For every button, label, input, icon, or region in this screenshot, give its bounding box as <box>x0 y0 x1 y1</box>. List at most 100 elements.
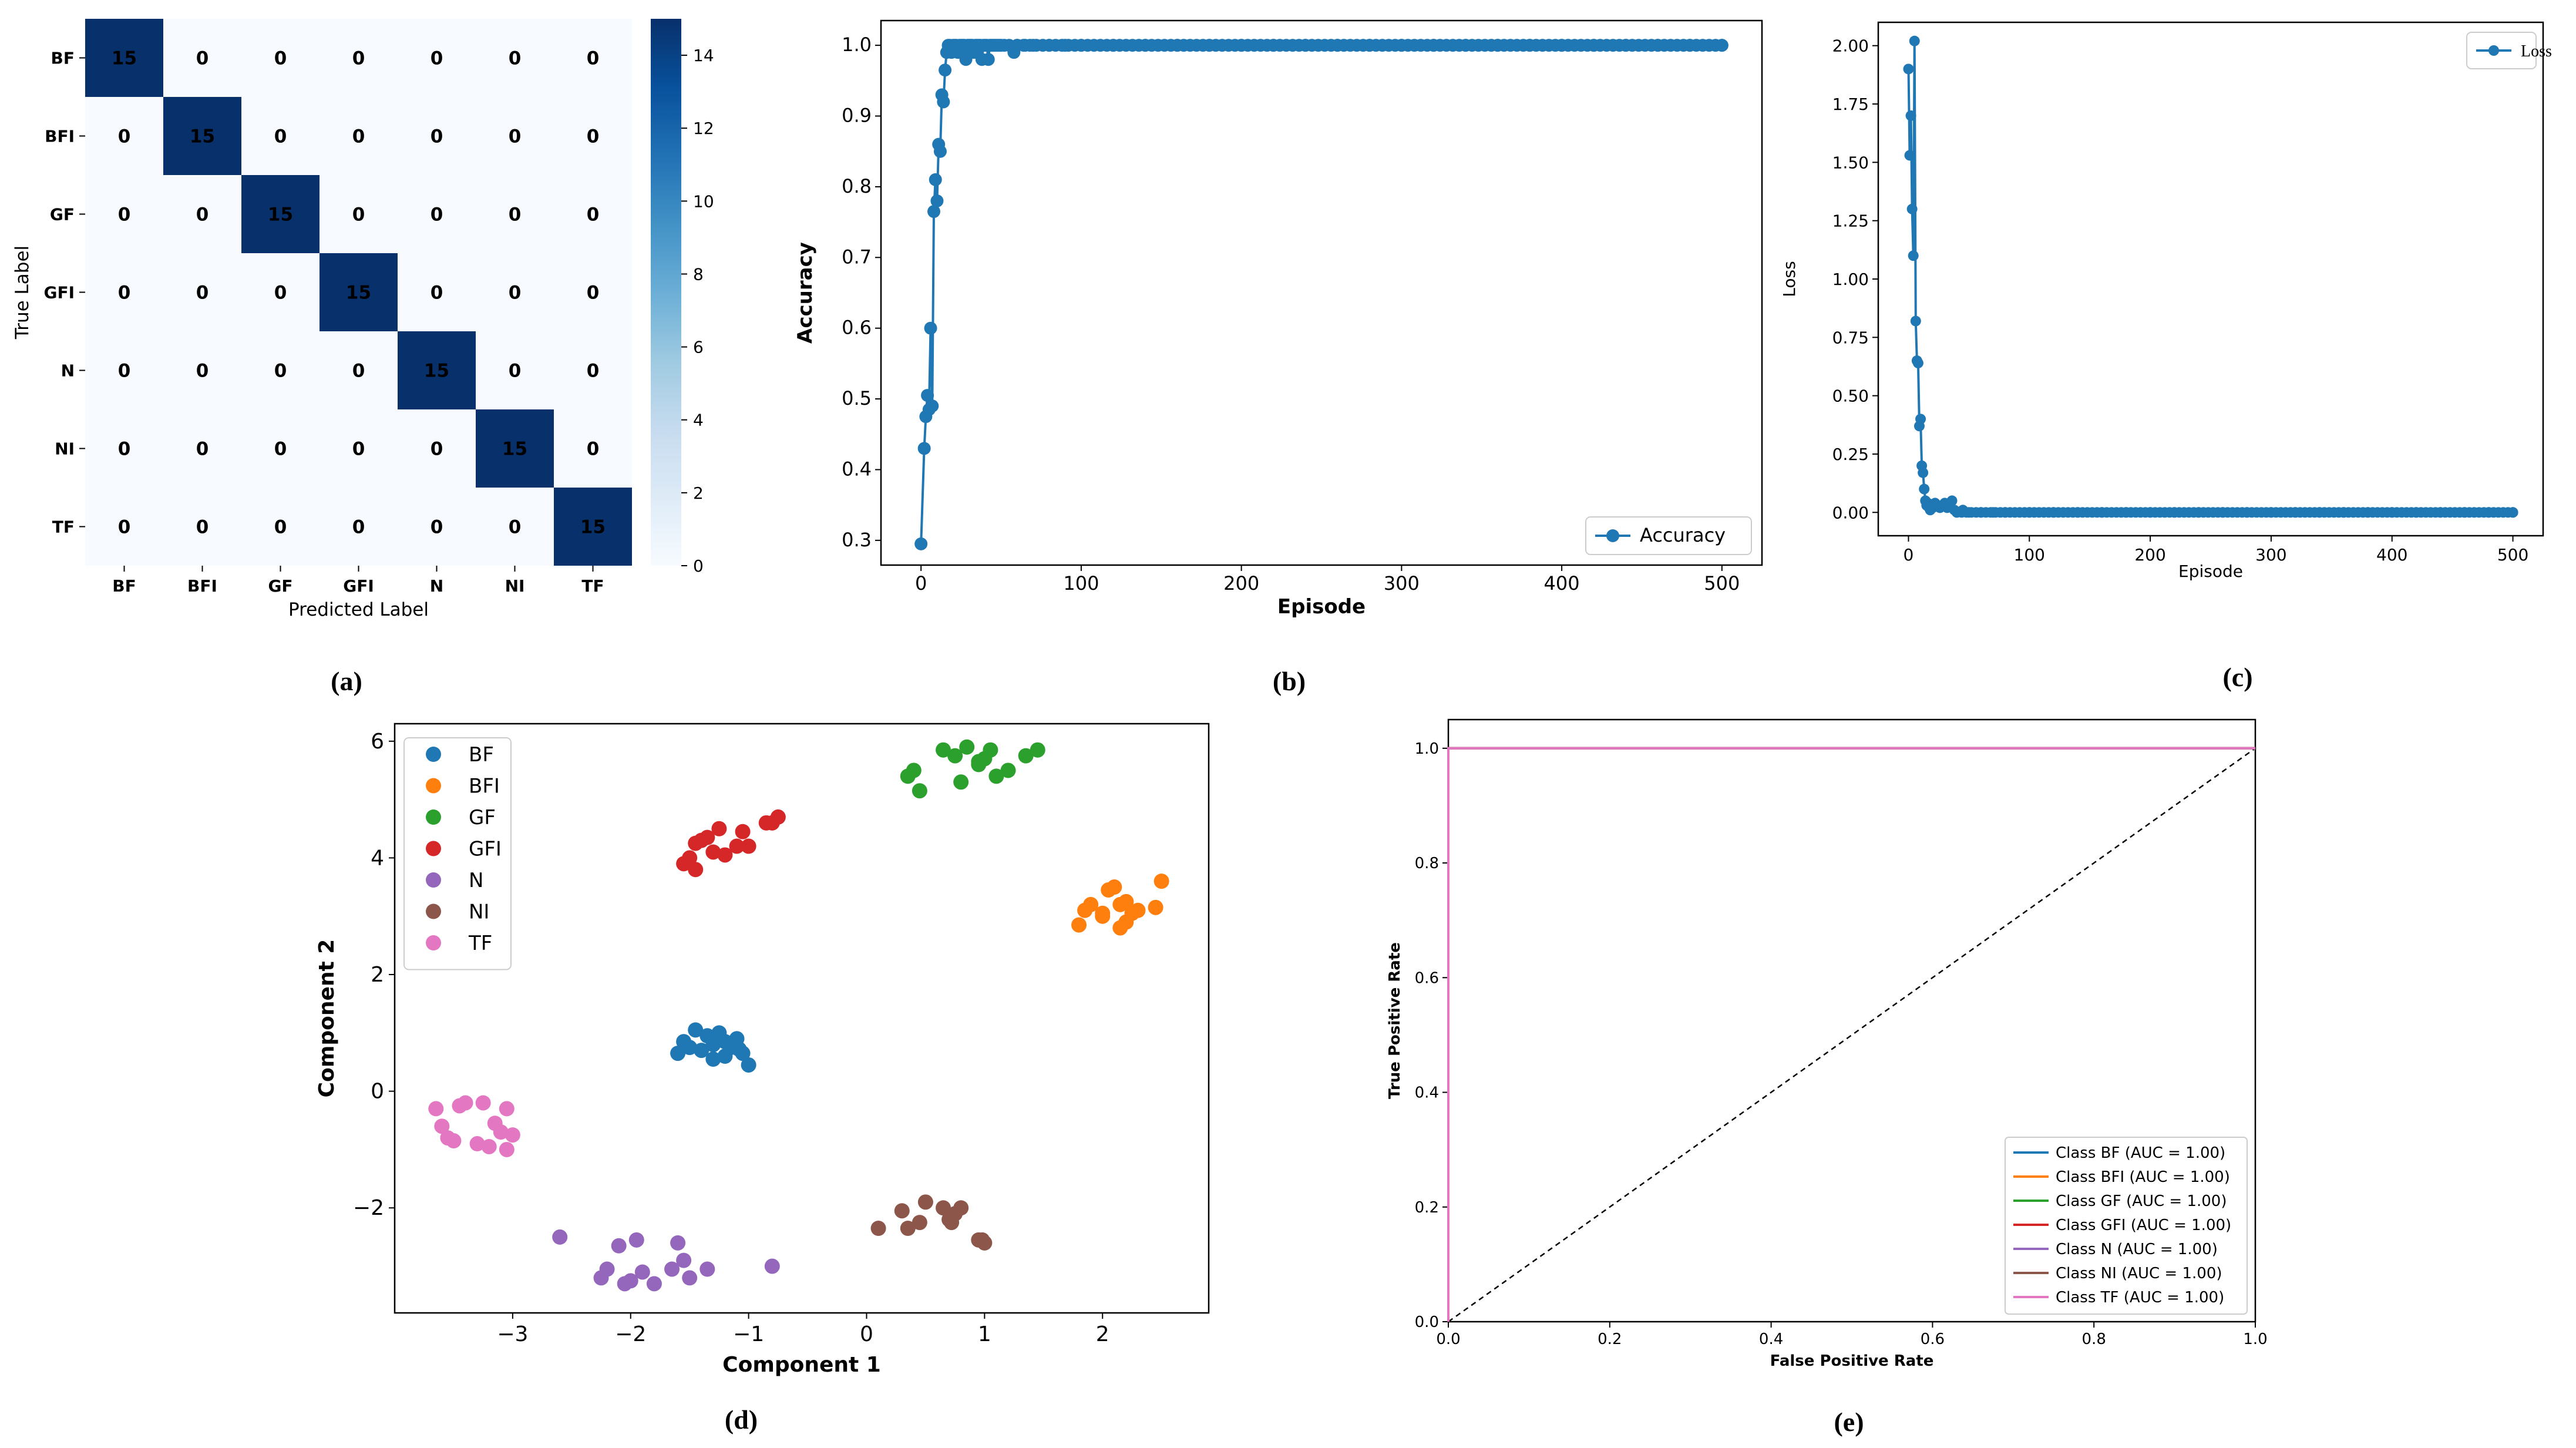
scatter-point <box>611 1238 627 1254</box>
x-tick-label: 200 <box>2134 545 2165 565</box>
y-tick-label: 0.3 <box>842 529 872 551</box>
y-axis-label: Accuracy <box>793 242 817 344</box>
x-tick-label: 300 <box>2255 545 2286 565</box>
cell-value-label: 0 <box>509 517 522 538</box>
scatter-point <box>944 1215 960 1231</box>
cell-value-label: 15 <box>268 204 293 226</box>
y-axis-label: True Label <box>12 246 33 340</box>
heatmap-cell <box>476 331 554 409</box>
y-tick-label: GFI <box>43 283 75 303</box>
y-tick-label: 0.5 <box>842 387 872 409</box>
y-tick-label: 2 <box>371 963 384 987</box>
y-tick-label: 0.8 <box>1415 855 1439 872</box>
legend-box <box>1585 516 1752 555</box>
heatmap-cell <box>163 331 241 409</box>
colorbar-tick-label: 12 <box>693 119 714 138</box>
scatter-point <box>705 1037 721 1053</box>
data-point <box>1908 250 1919 261</box>
heatmap-cell <box>241 19 320 97</box>
heatmap-cell <box>85 331 163 409</box>
scatter-point <box>623 1273 638 1289</box>
cell-value-label: 0 <box>196 204 209 226</box>
scatter-point <box>700 829 715 845</box>
legend-label: GFI <box>469 838 502 861</box>
cell-value-label: 15 <box>502 439 527 460</box>
x-tick-label: 1 <box>978 1322 991 1346</box>
scatter-point <box>694 1043 709 1059</box>
colorbar-tick-label: 14 <box>693 46 714 65</box>
scatter-point <box>1112 896 1128 912</box>
scatter-point <box>670 1046 686 1061</box>
x-axis-label: Episode <box>1277 595 1366 619</box>
cell-value-label: 0 <box>352 361 365 382</box>
data-point <box>1912 358 1923 369</box>
cell-value-label: 0 <box>587 48 600 69</box>
data-point <box>1904 150 1915 161</box>
heatmap-cell <box>476 488 554 566</box>
data-point <box>1915 414 1926 425</box>
cell-value-label: 15 <box>424 361 449 382</box>
scatter-point <box>552 1229 568 1245</box>
data-point <box>1903 63 1914 75</box>
scatter-point <box>912 1215 927 1231</box>
panel-label-c: (c) <box>2222 662 2252 692</box>
cell-value-label: 0 <box>274 517 287 538</box>
heatmap-cell <box>476 19 554 97</box>
scatter-point <box>481 1138 497 1154</box>
cell-value-label: 0 <box>352 126 365 147</box>
scatter-point <box>670 1235 686 1251</box>
heatmap-cell <box>85 253 163 331</box>
legend-label: Class BF (AUC = 1.00) <box>2056 1144 2225 1162</box>
heatmap-cell <box>320 19 398 97</box>
heatmap-cell <box>163 175 241 253</box>
y-tick-label: 1.25 <box>1832 211 1869 231</box>
cell-value-label: 0 <box>118 439 131 460</box>
scatter-point <box>988 768 1004 784</box>
legend-marker <box>2488 45 2499 56</box>
x-tick-label: −3 <box>497 1322 528 1346</box>
cell-value-label: 0 <box>196 283 209 304</box>
x-tick-label: 1.0 <box>2243 1331 2267 1348</box>
legend-marker <box>426 935 441 950</box>
scatter-point <box>682 1270 698 1286</box>
data-point <box>981 53 995 66</box>
y-tick-label: 0.0 <box>1415 1313 1439 1331</box>
cell-value-label: 0 <box>431 439 443 460</box>
scatter-point <box>717 847 733 863</box>
heatmap-cell <box>85 97 163 175</box>
scatter-point <box>764 1258 780 1274</box>
x-tick-label: 0.4 <box>1759 1331 1783 1348</box>
y-tick-label: 1.00 <box>1832 270 1869 289</box>
data-point <box>1909 35 1920 46</box>
y-axis-label: Component 2 <box>315 939 339 1098</box>
data-point <box>1905 110 1916 121</box>
y-tick-label: 0.6 <box>1415 969 1439 987</box>
x-axis-label: Predicted Label <box>288 599 429 620</box>
y-tick-label: 0.00 <box>1832 503 1869 522</box>
y-tick-label: 1.0 <box>1415 740 1439 758</box>
y-tick-label: 0.9 <box>842 105 872 127</box>
scatter-point <box>1083 896 1099 912</box>
x-tick-label: 500 <box>2497 545 2528 565</box>
cell-value-label: 0 <box>352 48 365 69</box>
legend-marker <box>426 747 441 762</box>
scatter-point <box>628 1232 644 1248</box>
cell-value-label: 0 <box>352 517 365 538</box>
plot-frame <box>880 19 1763 566</box>
scatter-point <box>959 739 975 755</box>
scatter-point <box>717 1034 733 1050</box>
x-tick-label: 400 <box>1544 572 1580 594</box>
heatmap-cell <box>241 175 320 253</box>
scatter-point <box>664 1261 680 1277</box>
heatmap-cell <box>398 331 476 409</box>
colorbar <box>651 19 681 566</box>
x-tick-label: 300 <box>1384 572 1420 594</box>
scatter-point <box>912 783 927 799</box>
panel-label-a: (a) <box>331 666 362 696</box>
scatter-point <box>688 862 704 878</box>
y-tick-label: N <box>61 361 75 381</box>
panel-label-b: (b) <box>1273 666 1306 696</box>
cell-value-label: 0 <box>587 283 600 304</box>
scatter-point <box>731 1042 747 1057</box>
cell-value-label: 0 <box>352 204 365 226</box>
